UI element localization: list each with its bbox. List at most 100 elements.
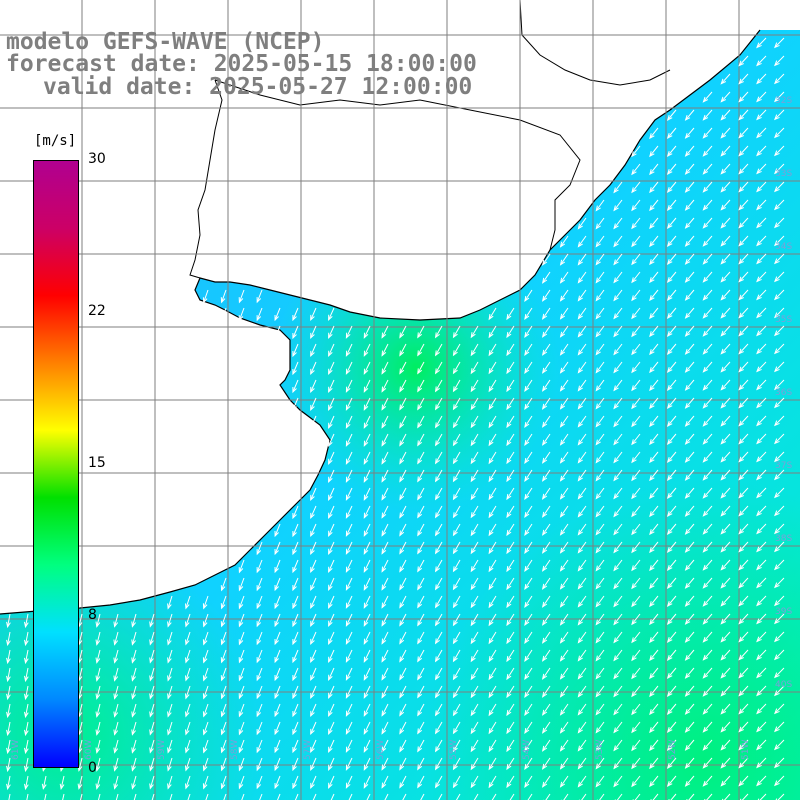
wind-arrow	[595, 235, 605, 247]
wind-arrow	[542, 703, 551, 716]
wind-arrow-head	[559, 565, 566, 572]
wind-arrow	[506, 703, 515, 716]
wind-arrow	[417, 775, 425, 788]
wind-arrow	[595, 451, 605, 463]
wind-arrow	[167, 649, 173, 663]
wind-arrow	[685, 163, 695, 175]
wind-arrow-head	[559, 457, 566, 464]
wind-arrow	[577, 487, 587, 499]
wind-arrow-head	[524, 421, 530, 428]
wind-arrow	[756, 469, 767, 480]
wind-arrow	[545, 793, 551, 800]
wind-arrow-head	[506, 655, 512, 663]
wind-arrow	[470, 415, 479, 428]
wind-arrow-head	[470, 386, 476, 393]
wind-arrow-head	[774, 492, 780, 499]
wind-arrow	[595, 667, 605, 679]
wind-arrow-head	[649, 493, 655, 500]
wind-arrow	[25, 685, 29, 699]
wind-arrow	[114, 703, 119, 717]
wind-arrow-head	[541, 439, 548, 446]
wind-arrow-head	[541, 385, 548, 392]
wind-arrow	[310, 577, 317, 591]
wind-arrow	[560, 271, 569, 283]
wind-arrow-head	[345, 566, 351, 573]
wind-arrow-head	[756, 222, 762, 229]
wind-arrow	[399, 541, 407, 554]
wind-arrow	[685, 721, 695, 733]
wind-arrow	[345, 505, 353, 518]
wind-arrow	[363, 685, 371, 698]
wind-arrow	[595, 541, 605, 553]
wind-arrow-head	[756, 762, 762, 769]
wind-arrow-head	[613, 331, 619, 338]
wind-arrow-head	[649, 223, 655, 230]
wind-arrow	[524, 541, 533, 554]
wind-arrow	[381, 361, 389, 374]
wind-arrow	[25, 613, 29, 627]
wind-arrow	[185, 685, 191, 699]
wind-arrow-head	[452, 638, 458, 645]
wind-arrow	[774, 217, 785, 228]
wind-arrow	[417, 685, 425, 698]
wind-arrow-head	[470, 548, 476, 555]
wind-arrow-head	[328, 746, 333, 753]
wind-arrow-head	[702, 402, 709, 409]
wind-arrow-head	[452, 332, 458, 339]
wind-arrow	[649, 577, 659, 589]
wind-arrow-head	[238, 315, 244, 322]
wind-arrow	[60, 775, 65, 789]
wind-arrow	[560, 757, 569, 769]
wind-arrow-head	[238, 639, 244, 646]
wind-arrow	[649, 775, 659, 787]
wind-arrow-head	[345, 386, 351, 393]
wind-arrow-head	[738, 168, 744, 175]
wind-arrow	[756, 739, 767, 750]
wind-arrow-head	[702, 546, 709, 553]
wind-arrow-head	[167, 729, 172, 736]
wind-arrow-head	[434, 764, 440, 771]
wind-arrow	[363, 541, 371, 554]
wind-arrow	[649, 685, 659, 697]
wind-arrow	[703, 613, 713, 625]
wind-arrow-head	[631, 205, 637, 212]
wind-arrow-head	[274, 332, 279, 340]
wind-arrow	[756, 451, 767, 462]
wind-arrow	[470, 487, 479, 500]
wind-arrow-head	[524, 493, 530, 500]
wind-arrow-head	[381, 584, 387, 591]
wind-arrow	[774, 649, 785, 660]
wind-arrow-head	[720, 132, 727, 139]
wind-arrow-head	[756, 204, 762, 211]
wind-arrow-head	[559, 349, 566, 356]
wind-arrow	[96, 721, 101, 735]
wind-arrow	[399, 577, 407, 590]
wind-arrow	[259, 793, 263, 800]
wind-arrow	[328, 667, 335, 681]
wind-arrow	[670, 793, 677, 800]
wind-arrow-head	[524, 547, 530, 554]
wind-arrow	[685, 541, 695, 553]
wind-arrow-head	[220, 639, 226, 646]
wind-arrow-head	[363, 728, 369, 735]
wind-arrow	[613, 397, 623, 409]
wind-arrow-head	[202, 621, 208, 628]
wind-arrow-head	[506, 727, 512, 735]
wind-arrow-head	[684, 726, 691, 733]
wind-arrow-head	[595, 709, 601, 716]
wind-arrow	[417, 487, 425, 500]
wind-arrow	[631, 199, 641, 211]
wind-arrow-head	[6, 711, 11, 719]
wind-arrow	[774, 487, 785, 498]
wind-arrow	[381, 739, 389, 752]
wind-arrow	[453, 739, 461, 752]
wind-arrow-head	[702, 636, 709, 643]
wind-arrow-head	[345, 782, 351, 789]
wind-arrow-head	[167, 603, 172, 610]
wind-arrow	[256, 559, 263, 573]
wind-arrow	[774, 577, 785, 588]
wind-arrow	[756, 379, 767, 390]
wind-arrow	[667, 433, 677, 445]
wind-arrow	[274, 577, 281, 591]
wind-arrow-head	[310, 656, 315, 664]
